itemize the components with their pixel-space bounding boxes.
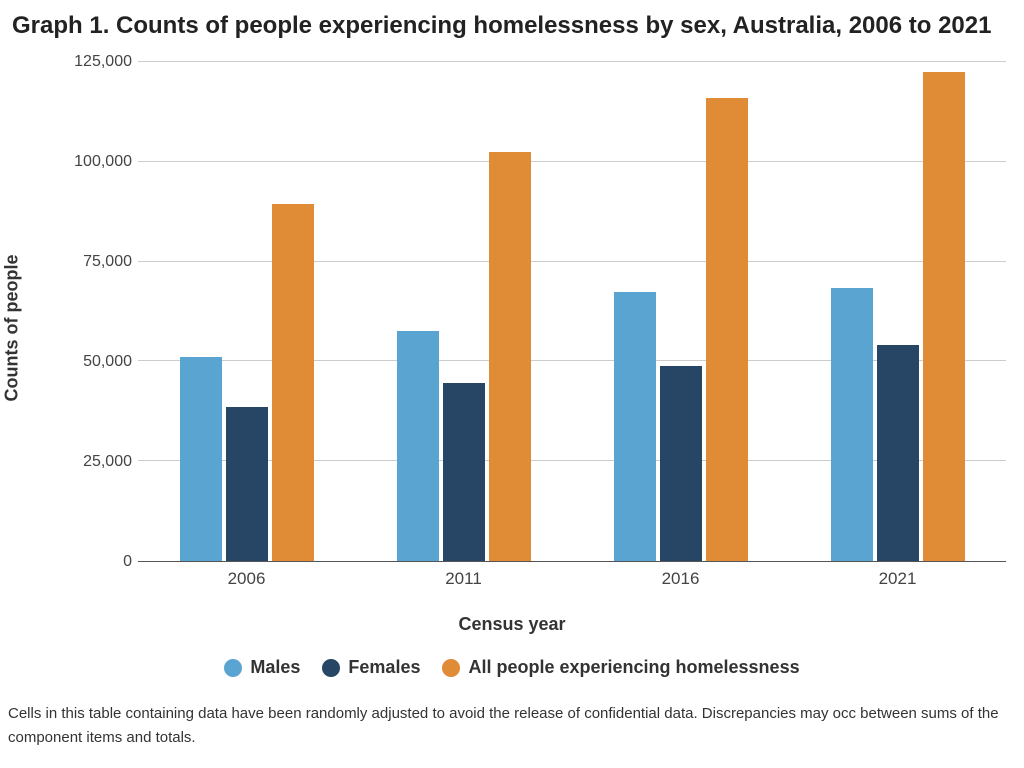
chart-area: Counts of people 0 25,000 50,000 75,000 …	[56, 58, 1010, 598]
legend-item: Males	[224, 657, 300, 678]
bar-group: 2021	[789, 62, 1006, 561]
legend-label: Males	[250, 657, 300, 678]
bar	[877, 345, 919, 561]
legend-label: All people experiencing homelessness	[468, 657, 799, 678]
y-tick-3: 75,000	[64, 253, 132, 271]
x-tick-label: 2006	[138, 569, 355, 589]
x-axis-label: Census year	[8, 614, 1016, 635]
bar	[226, 407, 268, 561]
legend-swatch	[224, 659, 242, 677]
bar	[831, 288, 873, 561]
bar	[443, 383, 485, 561]
bar-group: 2016	[572, 62, 789, 561]
bar	[272, 204, 314, 561]
legend-label: Females	[348, 657, 420, 678]
x-tick-label: 2021	[789, 569, 1006, 589]
plot-region: 2006201120162021	[138, 62, 1006, 562]
bar-group: 2006	[138, 62, 355, 561]
legend-swatch	[322, 659, 340, 677]
bar	[706, 98, 748, 561]
bar	[923, 72, 965, 561]
bar	[489, 152, 531, 561]
footnote: Cells in this table containing data have…	[8, 702, 1016, 750]
bar	[614, 292, 656, 561]
chart-title: Graph 1. Counts of people experiencing h…	[12, 12, 1016, 40]
bar	[397, 331, 439, 561]
y-tick-1: 25,000	[64, 453, 132, 471]
legend-item: Females	[322, 657, 420, 678]
y-tick-5: 125,000	[64, 53, 132, 71]
x-tick-label: 2016	[572, 569, 789, 589]
legend-swatch	[442, 659, 460, 677]
x-tick-label: 2011	[355, 569, 572, 589]
y-tick-0: 0	[64, 553, 132, 571]
y-axis-label: Counts of people	[2, 255, 23, 402]
y-tick-2: 50,000	[64, 353, 132, 371]
bar	[180, 357, 222, 561]
bar	[660, 366, 702, 561]
y-tick-4: 100,000	[64, 153, 132, 171]
legend: Males Females All people experiencing home…	[8, 657, 1016, 678]
legend-item: All people experiencing homelessness	[442, 657, 799, 678]
bar-group: 2011	[355, 62, 572, 561]
